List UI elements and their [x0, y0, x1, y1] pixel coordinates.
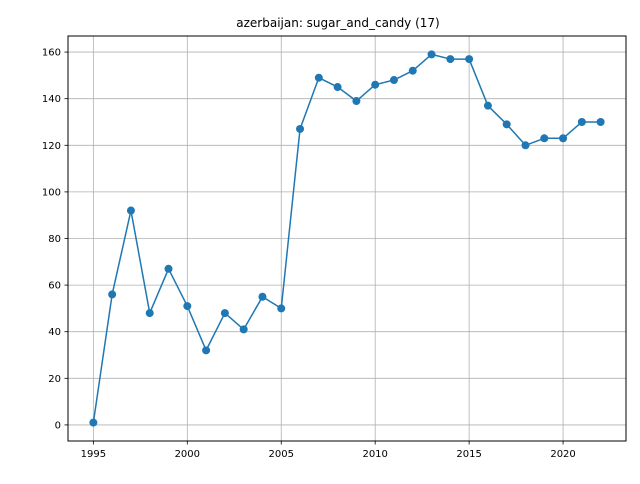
y-tick-label: 160: [42, 48, 61, 59]
data-point: [371, 80, 380, 89]
data-point: [465, 55, 474, 64]
data-point: [333, 83, 342, 92]
data-point: [183, 302, 192, 311]
data-point: [239, 325, 248, 334]
data-point: [352, 97, 361, 106]
data-point: [521, 141, 530, 150]
data-point: [258, 292, 267, 301]
data-point: [483, 101, 492, 110]
data-point: [296, 124, 305, 133]
x-tick-label: 1995: [81, 449, 106, 460]
x-tick-label: 2015: [456, 449, 481, 460]
data-point: [577, 117, 586, 126]
y-tick-label: 100: [42, 187, 61, 198]
data-point: [427, 50, 436, 59]
data-point: [502, 120, 511, 129]
y-tick-label: 60: [48, 281, 61, 292]
grid: [68, 36, 626, 441]
data-point: [108, 290, 117, 299]
data-point: [126, 206, 135, 215]
x-tick-label: 2020: [550, 449, 575, 460]
data-point: [164, 264, 173, 273]
x-tick-label: 2000: [175, 449, 200, 460]
data-point: [220, 309, 229, 318]
y-tick-label: 0: [55, 420, 61, 431]
axis-ticks: 1995 2000 2005 2010 2015 2020 0 20 40 60 80 100 120 1…: [42, 48, 576, 460]
data-point: [559, 134, 568, 143]
y-tick-label: 40: [48, 327, 61, 338]
data-point: [202, 346, 211, 355]
series-line: [92, 53, 601, 423]
data-point: [389, 76, 398, 85]
data-point: [145, 309, 154, 318]
data-point: [540, 134, 549, 143]
data-point: [89, 418, 98, 427]
y-tick-label: 80: [48, 234, 61, 245]
data-point: [314, 73, 323, 82]
y-tick-label: 20: [48, 374, 61, 385]
x-tick-label: 2005: [269, 449, 294, 460]
data-point: [408, 66, 417, 75]
chart-title: azerbaijan: sugar_and_candy (17): [236, 16, 439, 30]
data-point: [596, 117, 605, 126]
x-tick-label: 2010: [362, 449, 387, 460]
y-tick-label: 140: [42, 94, 61, 105]
data-point: [446, 55, 455, 64]
series-layer: [89, 50, 605, 427]
data-point: [277, 304, 286, 313]
y-tick-label: 120: [42, 141, 61, 152]
